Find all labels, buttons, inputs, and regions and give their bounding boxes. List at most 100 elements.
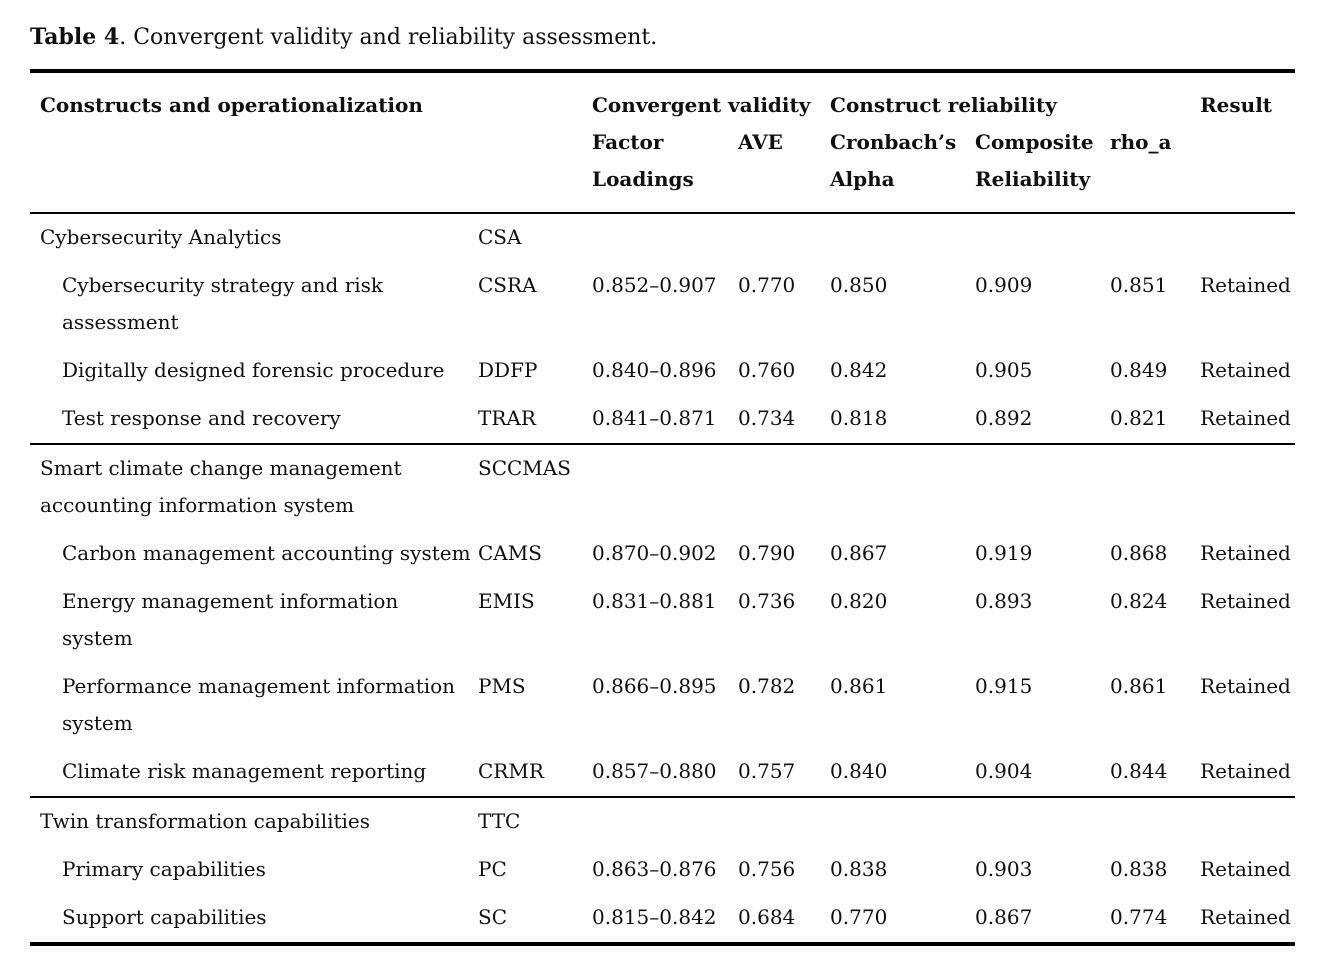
abbr-cell: PMS (478, 674, 526, 698)
rho-a-header: rho_a (1110, 130, 1172, 154)
factor-loadings-header: Factor Loadings (592, 130, 694, 191)
factor-loadings-cell: 0.857–0.880 (592, 759, 717, 783)
table-caption-text: . Convergent validity and reliability as… (119, 25, 658, 50)
result-cell: Retained (1200, 273, 1291, 297)
result-cell: Retained (1200, 406, 1291, 430)
factor-loadings-cell (592, 796, 739, 846)
construct-name-cell: Climate risk management reporting (62, 759, 427, 783)
construct-name-cell: Test response and recovery (62, 406, 341, 430)
abbr-cell: CSRA (478, 273, 537, 297)
rho-a-cell: 0.844 (1110, 759, 1168, 783)
construct-row: Performance management information syste… (30, 663, 1295, 748)
ave-cell: 0.684 (738, 905, 796, 929)
cronbach-alpha-cell: 0.861 (830, 674, 888, 698)
convergent-validity-header: Convergent validity (592, 93, 811, 117)
factor-loadings-cell (592, 213, 738, 262)
cronbach-alpha-cell (830, 796, 976, 846)
factor-loadings-cell: 0.863–0.876 (592, 857, 717, 881)
composite-reliability-cell: 0.893 (975, 589, 1033, 613)
reliability-table: Constructs and operationalization Conver… (30, 69, 1296, 946)
rho-a-cell: 0.838 (1110, 857, 1168, 881)
composite-reliability-cell: 0.892 (975, 406, 1033, 430)
construct-row: Climate risk management reporting CRMR 0.8… (30, 748, 1295, 797)
construct-name-cell: Energy management information system (62, 589, 399, 650)
composite-reliability-cell: 0.904 (975, 759, 1033, 783)
rho-a-cell: 0.851 (1110, 273, 1168, 297)
result-cell: Retained (1200, 589, 1291, 613)
construct-row: Cybersecurity strategy and risk assessme… (30, 262, 1295, 347)
cronbach-alpha-cell: 0.867 (830, 541, 888, 565)
factor-loadings-cell: 0.840–0.896 (592, 358, 717, 382)
result-cell: Retained (1200, 759, 1291, 783)
cronbach-alpha-cell: 0.838 (830, 857, 888, 881)
construct-name-cell: Performance management information syste… (62, 674, 456, 735)
factor-loadings-cell: 0.815–0.842 (592, 905, 717, 929)
construct-name-cell: Twin transformation capabilities (30, 796, 478, 846)
construct-name-cell: Support capabilities (62, 905, 267, 929)
composite-reliability-header: Composite Reliability (975, 130, 1094, 191)
rho-a-cell (1110, 213, 1200, 262)
result-cell: Retained (1200, 358, 1291, 382)
abbr-cell: DDFP (478, 358, 538, 382)
cronbach-alpha-cell (830, 443, 976, 530)
rho-a-cell (1110, 443, 1201, 530)
construct-name-cell: Primary capabilities (62, 857, 266, 881)
constructs-header: Constructs and operationalization (40, 93, 423, 117)
composite-reliability-cell: 0.909 (975, 273, 1033, 297)
construct-name-cell: Cybersecurity strategy and risk assessme… (62, 273, 384, 334)
construct-name-cell: Carbon management accounting system (62, 541, 471, 565)
composite-reliability-cell (975, 796, 1111, 846)
ave-cell: 0.760 (738, 358, 796, 382)
table-body: Cybersecurity Analytics CSA Cybersecurity … (30, 213, 1296, 944)
abbr-cell: CSA (478, 225, 522, 249)
abbr-cell: CRMR (478, 759, 544, 783)
result-cell: Retained (1200, 541, 1291, 565)
cronbach-alpha-cell (830, 213, 975, 262)
table-caption: Table 4. Convergent validity and reliabi… (30, 22, 1295, 53)
rho-a-cell: 0.868 (1110, 541, 1168, 565)
empty-subheader (30, 124, 592, 213)
abbr-cell: SC (478, 905, 508, 929)
composite-reliability-cell: 0.919 (975, 541, 1033, 565)
factor-loadings-cell: 0.866–0.895 (592, 674, 717, 698)
factor-loadings-cell: 0.831–0.881 (592, 589, 717, 613)
factor-loadings-cell (592, 443, 739, 530)
rho-a-cell: 0.824 (1110, 589, 1168, 613)
table-header: Constructs and operationalization Conver… (30, 71, 1296, 213)
construct-name-cell: Cybersecurity Analytics (40, 225, 282, 249)
abbr-cell: TTC (478, 796, 593, 846)
ave-cell (738, 213, 830, 262)
sub-header-row: Factor Loadings AVE Cronbach’s Alpha Com… (30, 124, 1295, 213)
factor-loadings-cell: 0.870–0.902 (592, 541, 717, 565)
section-header-row: Twin transformation capabilities TTC (30, 796, 1296, 846)
construct-name-cell: Digitally designed forensic procedure (62, 358, 445, 382)
rho-a-cell: 0.821 (1110, 406, 1168, 430)
composite-reliability-cell: 0.915 (975, 674, 1033, 698)
abbr-cell: SCCMAS (478, 443, 593, 530)
composite-reliability-cell (975, 213, 1110, 262)
result-cell: Retained (1200, 857, 1291, 881)
rho-a-cell (1110, 796, 1201, 846)
factor-loadings-cell: 0.852–0.907 (592, 273, 717, 297)
abbr-cell: EMIS (478, 589, 535, 613)
construct-row: Support capabilities SC 0.815–0.842 0.684 0.… (30, 894, 1295, 944)
construct-reliability-header: Construct reliability (830, 93, 1057, 117)
ave-cell: 0.736 (738, 589, 796, 613)
ave-cell (738, 443, 831, 530)
rho-a-cell: 0.849 (1110, 358, 1168, 382)
cronbach-alpha-cell: 0.820 (830, 589, 888, 613)
ave-cell: 0.757 (738, 759, 796, 783)
result-cell (1200, 213, 1295, 262)
ave-cell: 0.790 (738, 541, 796, 565)
ave-cell (738, 796, 831, 846)
rho-a-cell: 0.861 (1110, 674, 1168, 698)
cronbach-alpha-cell: 0.770 (830, 905, 888, 929)
composite-reliability-cell: 0.903 (975, 857, 1033, 881)
construct-row: Energy management information system EMIS… (30, 578, 1295, 663)
result-header: Result (1200, 93, 1273, 117)
factor-loadings-cell: 0.841–0.871 (592, 406, 717, 430)
ave-cell: 0.770 (738, 273, 796, 297)
cronbach-alpha-cell: 0.818 (830, 406, 888, 430)
ave-cell: 0.756 (738, 857, 796, 881)
